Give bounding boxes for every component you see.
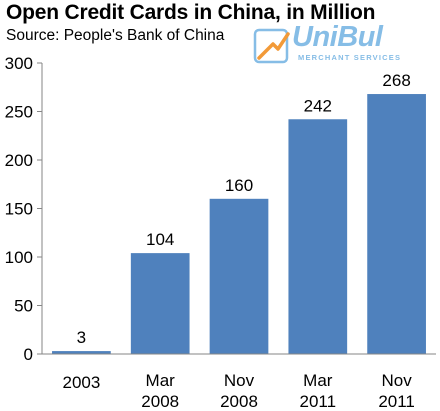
x-tick-label: 2008 [220,392,258,411]
logo-tagline: MERCHANT SERVICES [298,53,402,62]
x-tick-label: 2011 [300,392,337,411]
x-tick-label: 2003 [62,373,100,392]
logo-wordmark: UniBul [292,21,383,53]
data-label: 242 [304,96,332,115]
data-label: 160 [225,176,253,195]
bar [209,198,269,354]
x-tick-label: 2011 [378,392,415,411]
data-labels: 3 104 160 242 268 [77,71,411,347]
y-tick-label: 300 [5,54,33,73]
y-tick-label: 200 [5,151,33,170]
chart-subtitle: Source: People's Bank of China [6,27,225,44]
y-tick-label: 150 [5,200,33,219]
x-axis: 2003 Mar 2008 Nov 2008 Mar 2011 Nov 2011 [42,353,436,411]
bar [367,94,426,354]
bar [130,253,190,354]
y-axis: 0 50 100 150 200 250 300 [5,54,43,364]
data-label: 104 [146,230,174,249]
bars [52,94,426,354]
y-tick-label: 250 [5,103,33,122]
x-tick-label: Nov [224,371,255,390]
y-tick-label: 0 [24,345,33,364]
y-tick-label: 100 [5,248,33,267]
card-swipe-icon [253,28,290,64]
bar [288,119,348,354]
unibul-logo: UniBul MERCHANT SERVICES [252,21,438,68]
x-tick-label: Mar [146,371,176,390]
x-tick-label: Mar [303,371,333,390]
data-label: 268 [382,71,410,90]
y-tick-label: 50 [14,297,33,316]
data-label: 3 [77,328,86,347]
chart-title: Open Credit Cards in China, in Million [6,1,376,24]
x-tick-label: Nov [381,371,412,390]
bar [52,351,111,354]
x-tick-label: 2008 [141,392,179,411]
